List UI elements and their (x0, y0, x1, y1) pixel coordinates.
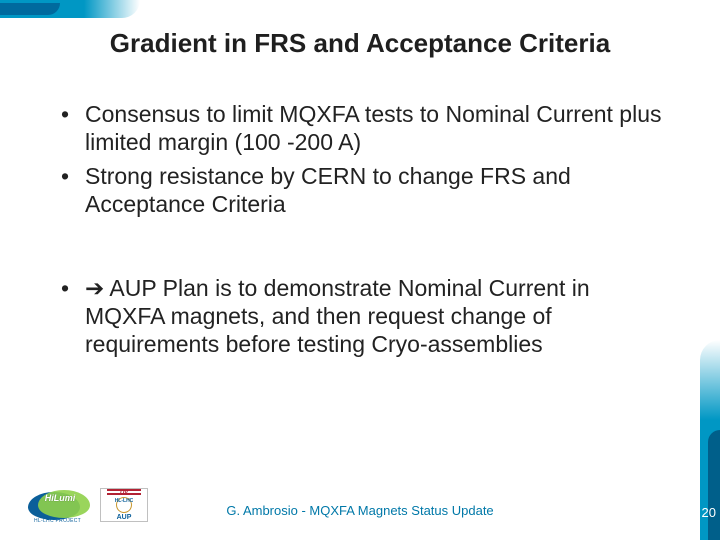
slide: Gradient in FRS and Acceptance Criteria … (0, 0, 720, 540)
slide-footer: HiLumi HL-LHC PROJECT US HL-LHC AUP G. A… (0, 486, 720, 526)
bullet-item: Consensus to limit MQXFA tests to Nomina… (55, 100, 665, 156)
bullet-text: ➔ AUP Plan is to demonstrate Nominal Cur… (85, 275, 590, 357)
bullet-list-1: Consensus to limit MQXFA tests to Nomina… (55, 100, 665, 218)
top-accent-inner (0, 3, 60, 15)
spacer (55, 224, 665, 274)
slide-content: Consensus to limit MQXFA tests to Nomina… (55, 100, 665, 364)
bullet-item: Strong resistance by CERN to change FRS … (55, 162, 665, 218)
hilumi-logo-subtext: HL-LHC PROJECT (34, 518, 81, 524)
bullet-item: ➔ AUP Plan is to demonstrate Nominal Cur… (55, 274, 665, 358)
top-accent-decoration (0, 0, 140, 18)
footer-center-text: G. Ambrosio - MQXFA Magnets Status Updat… (0, 503, 720, 518)
page-number: 20 (702, 505, 716, 520)
hilumi-logo-text: HiLumi (36, 494, 84, 502)
slide-title: Gradient in FRS and Acceptance Criteria (0, 28, 720, 59)
bullet-list-2: ➔ AUP Plan is to demonstrate Nominal Cur… (55, 274, 665, 358)
